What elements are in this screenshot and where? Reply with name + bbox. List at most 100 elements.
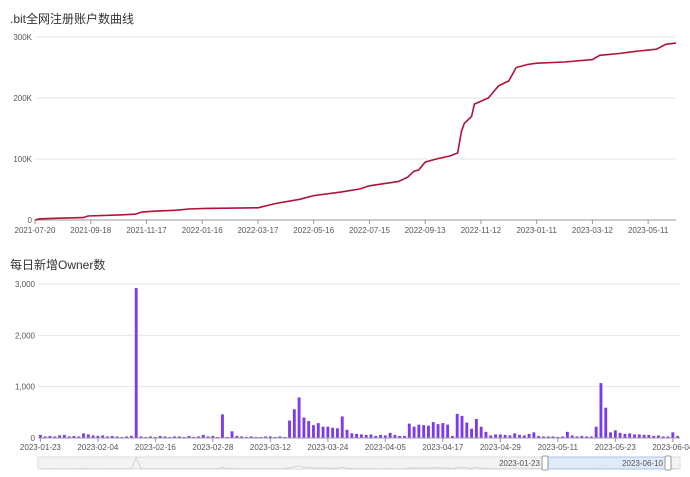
daily-owner-bar bbox=[96, 435, 100, 438]
daily-owner-bar bbox=[551, 436, 555, 438]
daily-owner-bar bbox=[331, 427, 335, 438]
daily-owner-bar bbox=[292, 409, 296, 438]
daily-owner-bar bbox=[288, 420, 291, 438]
daily-owner-bar bbox=[388, 432, 392, 438]
daily-owner-bar bbox=[522, 435, 526, 438]
daily-owner-bar bbox=[479, 426, 483, 438]
daily-owner-bar bbox=[283, 436, 287, 438]
daily-owner-bar bbox=[542, 436, 545, 438]
y-tick-label: 200K bbox=[13, 94, 32, 103]
daily-owner-bar bbox=[508, 435, 512, 438]
x-tick-label: 2021-11-17 bbox=[126, 226, 167, 235]
x-tick-label: 2023-06-04 bbox=[652, 443, 690, 452]
daily-owner-bar bbox=[72, 435, 76, 438]
y-tick-label: 0 bbox=[28, 216, 33, 225]
x-tick-label: 2023-03-24 bbox=[307, 443, 348, 452]
daily-owner-bar bbox=[115, 436, 119, 438]
y-tick-label: 1,000 bbox=[15, 383, 36, 392]
daily-owner-bar bbox=[661, 436, 665, 438]
daily-owner-bar bbox=[383, 435, 387, 438]
x-tick-label: 2022-03-17 bbox=[237, 226, 278, 235]
daily-owner-bar bbox=[618, 432, 622, 438]
x-tick-label: 2023-04-29 bbox=[480, 443, 521, 452]
daily-owner-bar bbox=[201, 434, 205, 438]
daily-owner-bar bbox=[556, 436, 560, 438]
daily-owner-bar bbox=[326, 426, 330, 438]
x-tick-label: 2021-09-18 bbox=[70, 226, 111, 235]
x-tick-label: 2023-02-28 bbox=[192, 443, 233, 452]
data-zoom-start-handle[interactable] bbox=[541, 455, 549, 471]
y-tick-label: 3,000 bbox=[15, 280, 36, 289]
daily-owner-bar bbox=[676, 435, 680, 438]
daily-owner-bar bbox=[58, 435, 61, 438]
daily-owner-bar bbox=[498, 434, 502, 438]
daily-owner-bar bbox=[537, 435, 541, 438]
daily-owner-bar bbox=[422, 425, 426, 438]
daily-owner-bar bbox=[177, 436, 181, 438]
daily-owner-bar bbox=[312, 425, 315, 438]
daily-owner-bar bbox=[407, 423, 411, 438]
x-tick-label: 2023-05-11 bbox=[538, 443, 579, 452]
daily-owner-bar bbox=[460, 415, 464, 438]
daily-owner-bar bbox=[350, 433, 354, 438]
daily-owner-bar bbox=[532, 432, 536, 438]
daily-owner-bar bbox=[652, 435, 656, 438]
daily-owner-bar bbox=[441, 423, 445, 438]
y-tick-label: 300K bbox=[13, 33, 32, 42]
x-tick-label: 2023-05-23 bbox=[595, 443, 636, 452]
x-tick-label: 2022-11-12 bbox=[461, 226, 502, 235]
daily-owner-bar bbox=[221, 414, 224, 438]
daily-owner-bar bbox=[633, 434, 636, 438]
daily-owner-bar bbox=[268, 436, 272, 438]
data-zoom-start-label: 2023-01-23 bbox=[499, 459, 540, 468]
daily-owner-bar bbox=[450, 435, 454, 438]
daily-owner-bar bbox=[273, 436, 277, 438]
daily-owner-bar bbox=[628, 433, 632, 438]
daily-owner-bar bbox=[187, 435, 191, 438]
daily-owner-bar bbox=[613, 430, 617, 438]
daily-owner-bar bbox=[249, 436, 253, 438]
daily-owner-bar bbox=[173, 436, 176, 438]
daily-owner-bar bbox=[206, 436, 210, 438]
registered-accounts-line bbox=[34, 42, 677, 221]
daily-owner-bar bbox=[120, 436, 124, 438]
daily-owner-bar bbox=[436, 424, 440, 438]
daily-owner-bar bbox=[585, 436, 589, 438]
daily-owner-bar bbox=[647, 434, 651, 438]
daily-owner-bar bbox=[244, 436, 248, 438]
daily-owner-bar bbox=[657, 435, 660, 438]
daily-owner-bar bbox=[163, 436, 167, 438]
daily-owner-bar bbox=[474, 419, 478, 438]
daily-owner-bar bbox=[374, 435, 378, 438]
registered-accounts-line-chart: 0 100K 200K 300K 2021-07-20 2021-09-18 2021-11… bbox=[13, 33, 677, 235]
daily-owner-bar bbox=[91, 435, 95, 438]
x-tick-label: 2023-01-23 bbox=[20, 443, 61, 452]
daily-owner-bar bbox=[134, 288, 138, 438]
x-tick-label: 2023-03-12 bbox=[250, 443, 291, 452]
daily-owner-bar bbox=[158, 435, 162, 438]
data-zoom-end-label: 2023-06-10 bbox=[622, 459, 663, 468]
x-tick-label: 2021-07-20 bbox=[15, 226, 56, 235]
daily-owner-bar bbox=[623, 433, 627, 438]
daily-owner-bar bbox=[355, 433, 359, 438]
y-tick-label: 0 bbox=[31, 434, 36, 443]
line-chart-title: .bit全网注册账户数曲线 bbox=[10, 12, 135, 26]
daily-owner-bar bbox=[307, 421, 311, 438]
daily-owner-bar bbox=[359, 434, 363, 438]
x-tick-label: 2022-01-16 bbox=[182, 226, 223, 235]
x-tick-label: 2022-09-13 bbox=[405, 226, 446, 235]
daily-owner-bar bbox=[110, 435, 114, 438]
daily-owner-bar bbox=[297, 397, 301, 438]
data-zoom-end-handle[interactable] bbox=[664, 455, 672, 471]
daily-owner-bar bbox=[43, 436, 47, 438]
daily-owner-bar bbox=[230, 431, 234, 438]
x-tick-label: 2023-04-05 bbox=[365, 443, 406, 452]
daily-owner-bar bbox=[259, 436, 263, 438]
daily-owner-bar bbox=[38, 434, 42, 438]
daily-owner-bar bbox=[398, 435, 402, 438]
daily-owner-bar bbox=[609, 432, 612, 438]
x-tick-label: 2022-07-15 bbox=[349, 226, 390, 235]
daily-owner-bar bbox=[192, 436, 196, 438]
daily-owner-bar bbox=[580, 435, 584, 438]
